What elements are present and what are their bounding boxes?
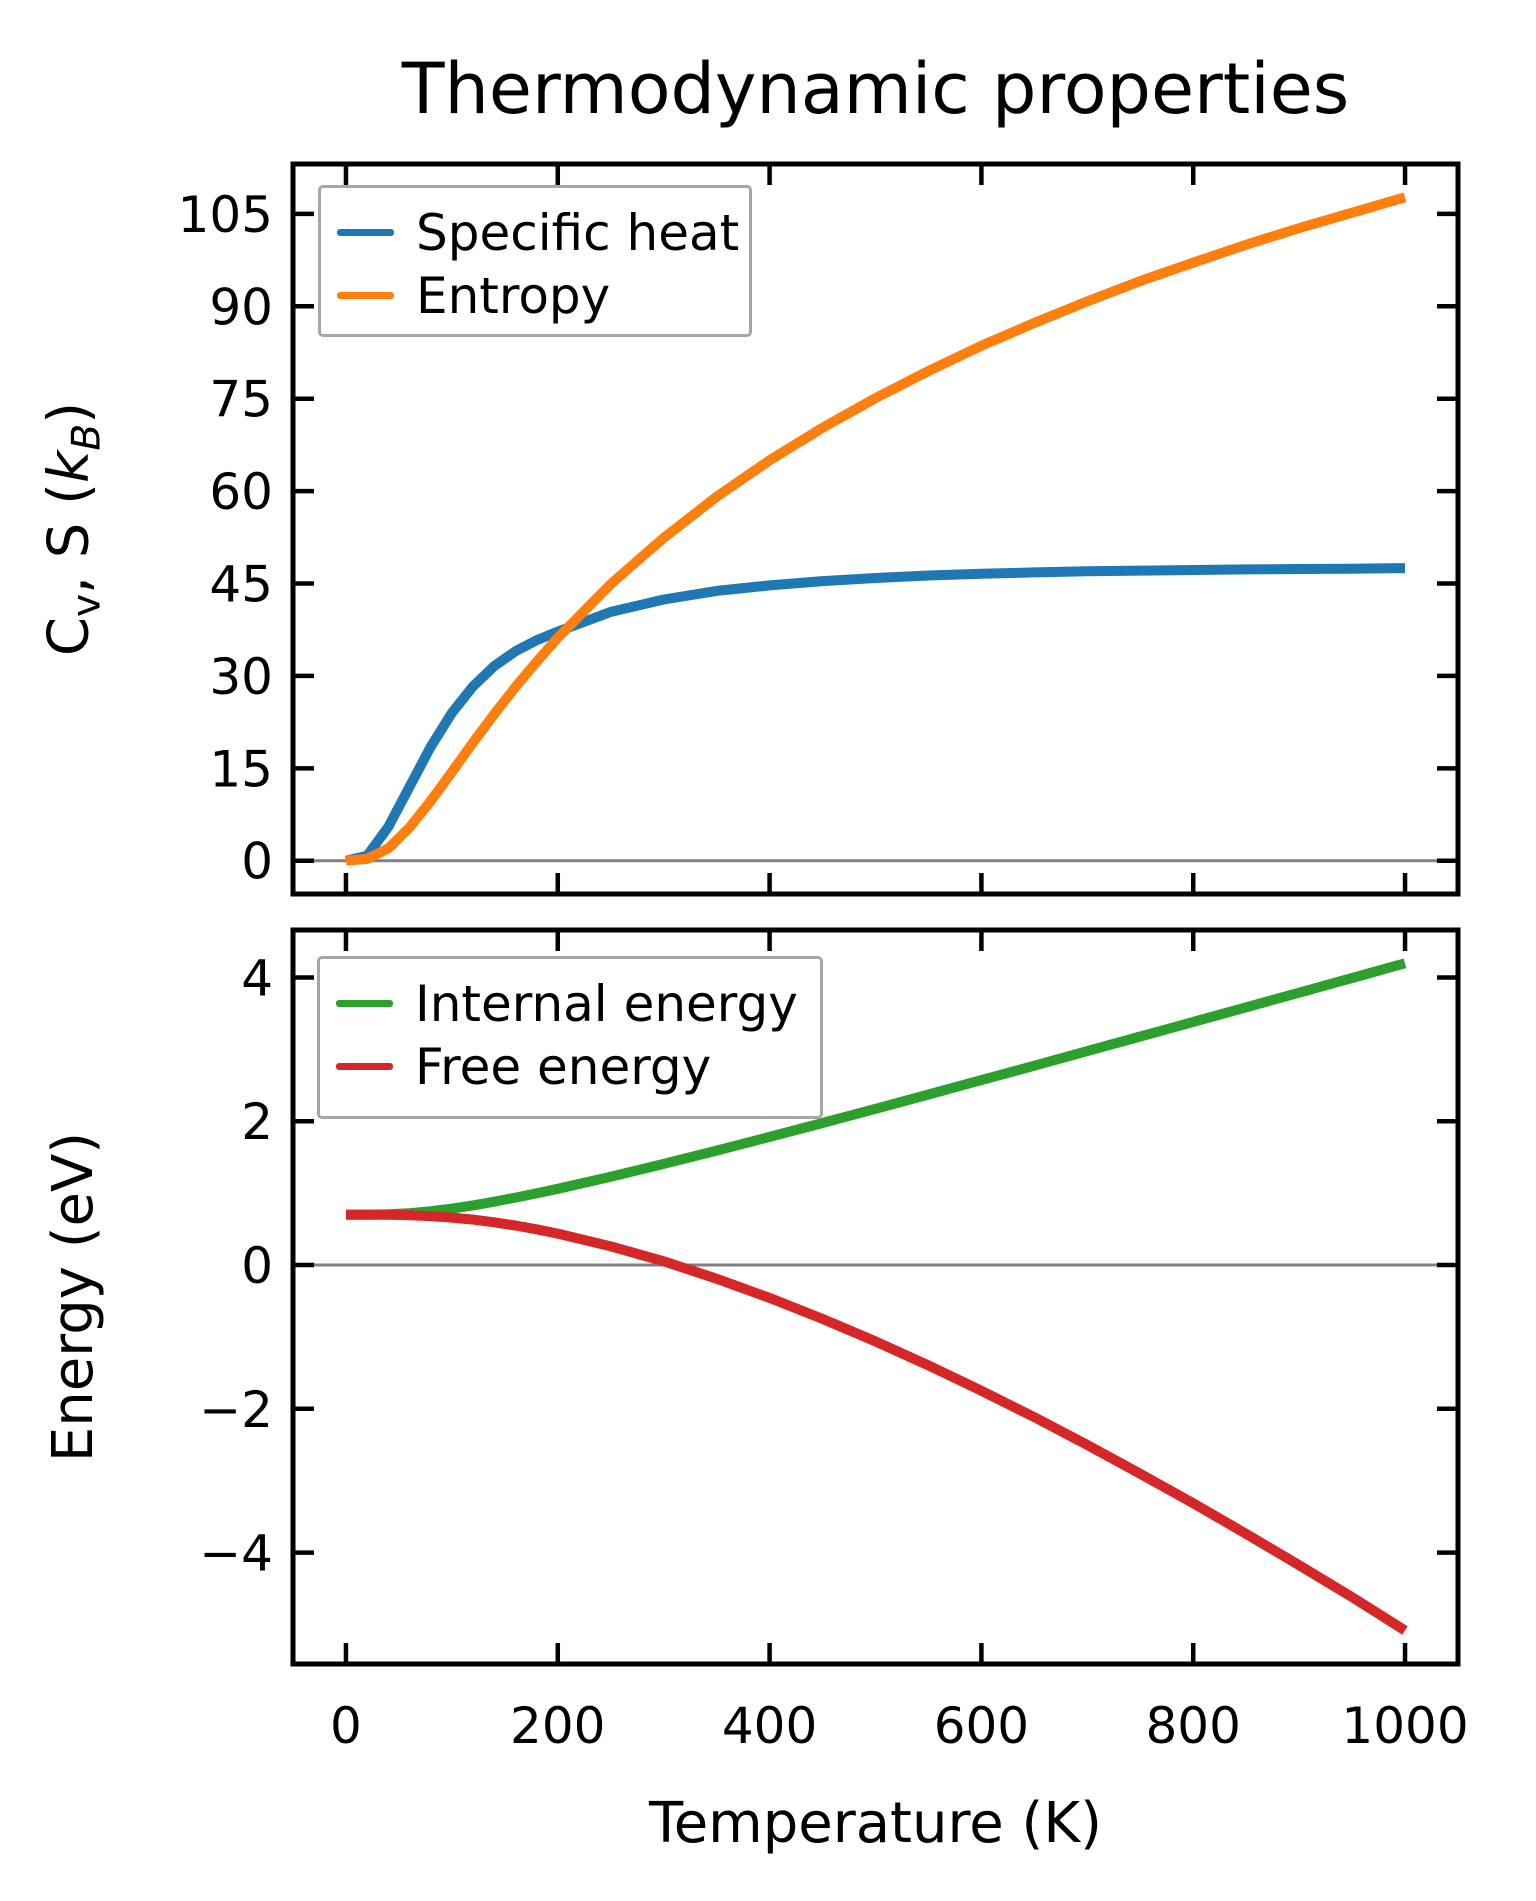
legend-label-specific-heat: Specific heat [416,203,740,262]
legend-item-entropy: Entropy [337,264,739,327]
x-tick-label: 1000 [1341,1697,1468,1755]
legend-item-free-energy: Free energy [336,1035,810,1098]
y-tick-label: 30 [209,648,273,706]
ylabel-top-k: k [36,450,102,484]
y-tick-label: 90 [209,278,273,336]
legend-line-free-energy [336,1063,393,1070]
y-tick-label: 60 [209,463,273,521]
plot-border [290,927,1461,1667]
y-tick-label: 45 [209,556,273,614]
legend-line-entropy [337,292,394,299]
ylabel-top-close: ) [36,401,102,424]
y-tick-label: 75 [209,371,273,429]
y-axis-label-top: Cv, S (kB) [36,402,110,656]
legend-label-entropy: Entropy [416,266,611,325]
legend-label-free-energy: Free energy [415,1037,712,1096]
y-tick-label: 0 [241,1237,273,1295]
y-tick-label: 0 [241,833,273,891]
legend-top: Specific heat Entropy [318,185,752,337]
y-tick-label: 4 [241,949,273,1007]
legend-label-internal-energy: Internal energy [415,974,798,1033]
y-tick-label: −4 [199,1525,273,1583]
legend-bottom: Internal energy Free energy [317,956,823,1119]
y-tick-label: 105 [178,186,273,244]
x-tick-label: 400 [722,1697,817,1755]
y-tick-label: −2 [199,1381,273,1439]
y-tick-label: 2 [241,1093,273,1151]
legend-item-internal-energy: Internal energy [336,972,810,1035]
y-axis-label-bottom: Energy (eV) [41,1131,106,1463]
ylabel-top-sub-b: B [64,423,110,451]
free-energy-curve [346,1209,1408,1635]
legend-line-specific-heat [337,229,394,236]
x-tick-label: 0 [330,1697,362,1755]
legend-item-specific-heat: Specific heat [337,201,739,264]
plot-border [290,161,1461,897]
ylabel-top-mid: , S ( [36,483,102,594]
x-axis-label: Temperature (K) [649,1791,1102,1856]
specific-heat-curve [344,563,1406,866]
figure-title: Thermodynamic properties [401,48,1350,130]
internal-energy-curve [345,958,1407,1220]
y-tick-label: 15 [209,740,273,798]
x-tick-label: 200 [510,1697,605,1755]
legend-line-internal-energy [336,1000,393,1007]
x-tick-label: 600 [934,1697,1029,1755]
ylabel-top-sub-v: v [64,593,110,618]
x-tick-label: 800 [1146,1697,1241,1755]
entropy-curve [345,192,1407,866]
ylabel-top-c: C [36,617,102,657]
